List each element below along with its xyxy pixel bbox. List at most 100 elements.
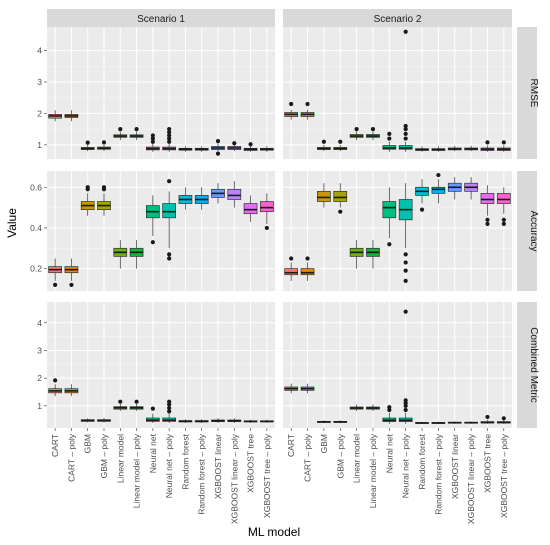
x-tick-label: Random forest – poly — [433, 433, 443, 515]
box-linear-model-poly — [129, 399, 144, 411]
box-body — [162, 203, 176, 219]
outlier-point — [150, 406, 155, 411]
box-body — [496, 193, 511, 204]
outlier-point — [215, 151, 221, 156]
outlier-point — [387, 131, 392, 136]
box-linear-model — [113, 240, 128, 269]
outlier-point — [403, 252, 408, 257]
outlier-point — [501, 217, 506, 222]
outlier-point — [289, 256, 294, 261]
outlier-point — [338, 139, 343, 144]
y-tick-label: 2 — [37, 373, 42, 383]
box-linear-model-poly — [366, 404, 380, 411]
box-body — [227, 188, 242, 200]
outlier-point — [248, 142, 253, 147]
box-xgboost-linear — [211, 183, 225, 204]
box-random-forest-poly — [194, 187, 209, 210]
box-xgboost-tree-poly — [260, 193, 274, 231]
outlier-point — [215, 138, 221, 144]
box-gbm-poly — [97, 140, 111, 152]
x-tick-label: Neural net — [384, 433, 394, 473]
row-strip-3 — [517, 302, 537, 428]
x-tick-label: CART – poly — [303, 433, 313, 482]
box-xgboost-linear-poly — [464, 421, 478, 424]
y-tick-label: 4 — [37, 46, 42, 56]
x-axis-title: ML model — [248, 525, 300, 539]
box-xgboost-tree — [243, 419, 258, 424]
box-cart — [284, 101, 299, 120]
box-body — [431, 186, 446, 194]
box-neural-net — [382, 187, 397, 247]
x-tick-label: XGBOOST tree — [246, 434, 256, 493]
box-xgboost-tree — [480, 140, 495, 152]
outlier-point — [232, 141, 237, 146]
outlier-point — [118, 127, 123, 132]
box-random-forest-poly — [431, 421, 446, 425]
outlier-point — [167, 256, 172, 261]
outlier-point — [53, 378, 58, 383]
box-random-forest — [415, 146, 429, 152]
box-neural-net-poly — [162, 179, 176, 261]
box-linear-model — [349, 240, 364, 269]
outlier-point — [134, 399, 139, 404]
facet-strip-2 — [283, 9, 512, 27]
box-body — [300, 268, 315, 276]
y-tick-label: 1 — [37, 401, 42, 411]
box-cart — [48, 258, 62, 287]
row-strip-2 — [517, 171, 537, 291]
box-neural-net-poly — [398, 183, 413, 283]
y-tick-label: 3 — [37, 77, 42, 87]
outlier-point — [85, 185, 90, 190]
y-tick-label: 2 — [37, 108, 42, 118]
facet-strip-label: Scenario 1 — [137, 14, 185, 25]
row-strip-1 — [517, 27, 537, 159]
x-tick-label: Random forest – poly — [197, 433, 207, 515]
outlier-point — [321, 139, 326, 144]
outlier-point — [485, 140, 490, 145]
y-tick-label: 3 — [37, 345, 42, 355]
box-xgboost-linear-poly — [227, 141, 242, 152]
box-xgboost-tree-poly — [496, 187, 511, 226]
box-neural-net — [146, 195, 160, 245]
x-tick-label: GBM – poly — [99, 433, 109, 478]
y-tick-label: 0.4 — [30, 223, 42, 233]
box-neural-net — [146, 406, 160, 424]
box-xgboost-tree-poly — [260, 146, 274, 152]
y-tick-label: 0.6 — [30, 182, 42, 192]
box-gbm-poly — [333, 420, 348, 424]
facet-strip-1 — [47, 9, 275, 27]
box-neural-net-poly — [398, 309, 413, 424]
box-cart-poly — [300, 383, 315, 394]
x-tick-label: Linear model – poly — [368, 433, 378, 508]
x-tick-label: XGBOOST linear — [213, 434, 223, 499]
box-xgboost-linear-poly — [464, 177, 478, 200]
box-xgboost-linear — [447, 177, 462, 200]
box-xgboost-tree-poly — [496, 140, 511, 152]
box-xgboost-tree-poly — [496, 416, 511, 424]
box-linear-model-poly — [366, 127, 380, 141]
box-body — [243, 203, 258, 215]
box-body — [333, 190, 348, 202]
x-tick-label: Neural net — [148, 433, 158, 473]
x-tick-label: XGBOOST tree – poly — [262, 433, 272, 518]
outlier-point — [167, 139, 172, 144]
box-neural-net-poly — [398, 29, 413, 152]
y-tick-label: 4 — [37, 318, 42, 328]
outlier-point — [403, 407, 408, 413]
box-cart-poly — [64, 258, 79, 287]
outlier-point — [485, 217, 490, 222]
box-gbm — [80, 418, 95, 423]
outlier-point — [85, 140, 90, 145]
box-gbm-poly — [333, 139, 348, 152]
outlier-point — [436, 172, 441, 178]
outlier-point — [403, 136, 408, 141]
box-linear-model — [349, 127, 364, 141]
outlier-point — [419, 207, 425, 212]
x-tick-label: XGBOOST linear – poly — [229, 433, 239, 524]
box-linear-model — [349, 404, 364, 411]
box-random-forest — [178, 146, 193, 152]
box-xgboost-linear — [211, 138, 225, 156]
outlier-point — [289, 101, 294, 107]
box-random-forest-poly — [431, 172, 446, 204]
